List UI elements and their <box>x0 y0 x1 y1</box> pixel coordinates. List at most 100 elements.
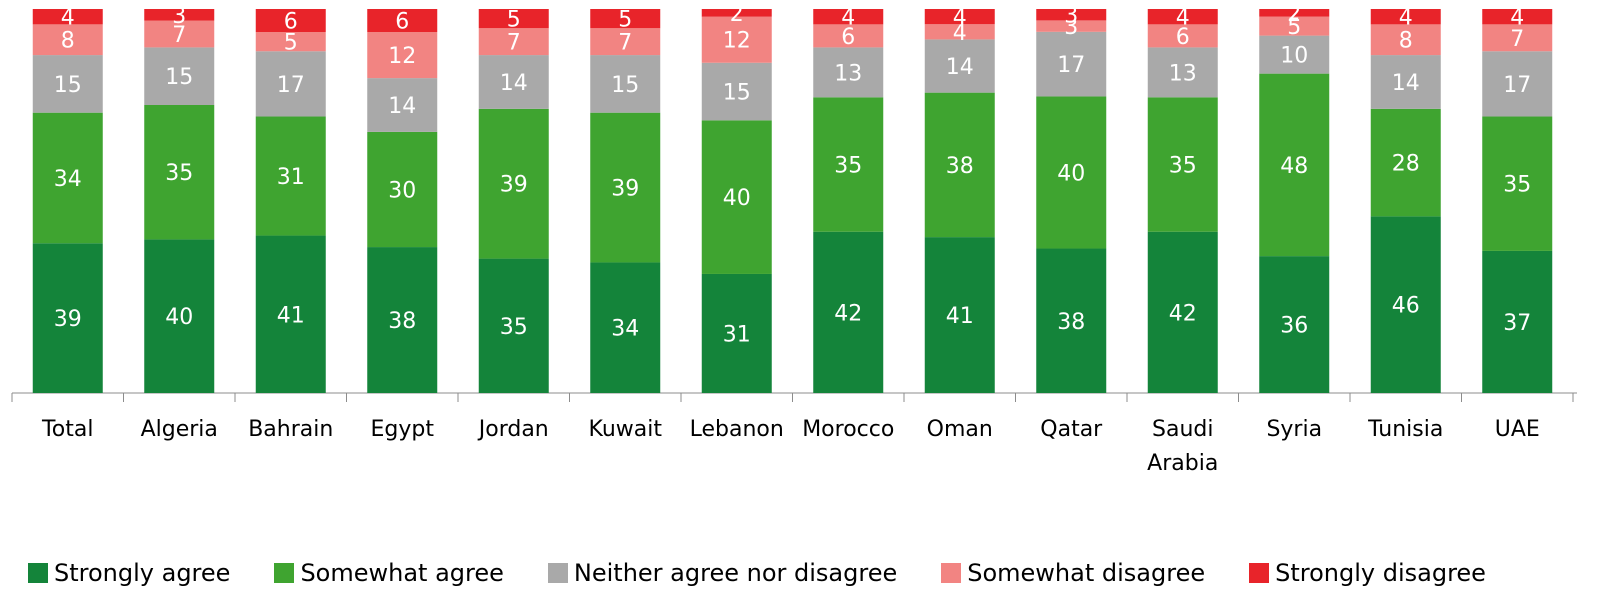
data-label: 4 <box>1510 6 1524 31</box>
data-label: 31 <box>723 322 751 347</box>
x-tick-label: Total <box>41 417 93 442</box>
data-label: 15 <box>723 81 751 106</box>
data-label: 14 <box>388 94 416 119</box>
bar-segment <box>1370 216 1441 393</box>
x-tick-label: Algeria <box>141 417 218 442</box>
x-tick-label: Jordan <box>477 417 549 442</box>
legend-swatch <box>941 563 962 583</box>
bar-segment <box>144 239 215 393</box>
bar-segment <box>701 62 772 121</box>
x-tick-label: Syria <box>1266 417 1322 442</box>
bar-segment <box>478 28 549 56</box>
bar-segment <box>478 9 549 29</box>
legend-swatch <box>274 563 295 583</box>
bar-segment <box>1370 55 1441 109</box>
bar-segment <box>1482 116 1553 251</box>
data-label: 8 <box>61 29 75 54</box>
bar-segment <box>367 247 438 393</box>
data-label: 42 <box>834 301 862 326</box>
legend: Strongly agree Somewhat agree Neither agre… <box>28 556 1530 590</box>
data-label: 35 <box>165 161 193 186</box>
bar-segment <box>1482 250 1553 393</box>
data-label: 39 <box>500 173 528 198</box>
bar-segment <box>255 116 326 236</box>
x-tick-label: Bahrain <box>248 417 333 442</box>
data-label: 4 <box>1176 6 1190 31</box>
legend-label: Strongly disagree <box>1275 559 1486 587</box>
data-label: 4 <box>61 6 75 31</box>
bar-segment <box>255 51 326 117</box>
bar-segment <box>1147 231 1218 393</box>
data-label: 12 <box>723 29 751 54</box>
x-tick-label: Qatar <box>1040 417 1103 442</box>
data-label: 7 <box>507 31 521 56</box>
stacked-bar-chart: 39341584Total40351573Algeria41311756Bahr… <box>11 4 1577 476</box>
data-label: 5 <box>1287 15 1301 40</box>
bar-segment <box>32 24 103 56</box>
bar-segment <box>1036 248 1107 393</box>
bar-segment <box>590 112 661 263</box>
data-label: 38 <box>388 309 416 334</box>
legend-label: Somewhat disagree <box>967 559 1206 587</box>
bar-segment <box>478 108 549 259</box>
data-label: 7 <box>618 31 632 56</box>
data-label: 40 <box>1057 161 1085 186</box>
bar-segment <box>590 55 661 113</box>
data-label: 41 <box>946 304 974 329</box>
bar-segment <box>924 92 995 238</box>
bar-segment <box>701 9 772 17</box>
bar-segment <box>255 32 326 52</box>
data-label: 17 <box>277 73 305 98</box>
bar-segment <box>924 24 995 40</box>
data-label: 28 <box>1392 152 1420 177</box>
bar-segment <box>1370 108 1441 217</box>
data-label: 42 <box>1169 301 1197 326</box>
bar-segment <box>367 131 438 248</box>
data-label: 35 <box>1169 154 1197 179</box>
bar-segment <box>255 235 326 393</box>
bar-segment <box>813 231 884 393</box>
x-tick-label: Morocco <box>802 417 894 442</box>
bar-segment <box>701 273 772 393</box>
bar-segment <box>813 24 884 48</box>
bar-segment <box>1147 9 1218 25</box>
x-tick-label: Tunisia <box>1367 417 1443 442</box>
bar-segment <box>924 9 995 25</box>
data-label: 6 <box>284 10 298 35</box>
data-label: 7 <box>1510 27 1524 52</box>
bar-segment <box>144 47 215 105</box>
bar-segment <box>1259 256 1330 393</box>
bar-segment <box>32 9 103 25</box>
bar-segment <box>144 20 215 48</box>
bar-segment <box>1259 16 1330 36</box>
bar-segment <box>1036 96 1107 249</box>
data-label: 5 <box>507 8 521 33</box>
x-tick-label: UAE <box>1495 417 1540 442</box>
bar-segment <box>1147 47 1218 98</box>
legend-item: Somewhat agree <box>274 559 504 587</box>
bar-segment <box>1259 35 1330 74</box>
data-label: 34 <box>611 317 639 342</box>
bar-segment <box>144 9 215 21</box>
x-tick-label: Saudi Arabia <box>1147 417 1218 476</box>
data-label: 38 <box>946 154 974 179</box>
x-tick-label: Egypt <box>371 417 435 442</box>
data-label: 40 <box>723 186 751 211</box>
data-label: 46 <box>1392 294 1420 319</box>
data-label: 4 <box>953 6 967 31</box>
data-label: 3 <box>1064 4 1078 29</box>
data-label: 3 <box>172 4 186 29</box>
bar-segment <box>813 47 884 98</box>
data-label: 39 <box>54 307 82 332</box>
bar-segment <box>813 97 884 232</box>
bar-segment <box>1370 9 1441 25</box>
data-label: 35 <box>834 154 862 179</box>
data-label: 15 <box>611 73 639 98</box>
data-label: 31 <box>277 165 305 190</box>
bar-segment <box>367 9 438 33</box>
data-label: 14 <box>1392 71 1420 96</box>
bar-segment <box>924 39 995 93</box>
bar-segment <box>255 9 326 33</box>
bar-segment <box>1482 9 1553 25</box>
legend-item: Strongly agree <box>28 559 230 587</box>
